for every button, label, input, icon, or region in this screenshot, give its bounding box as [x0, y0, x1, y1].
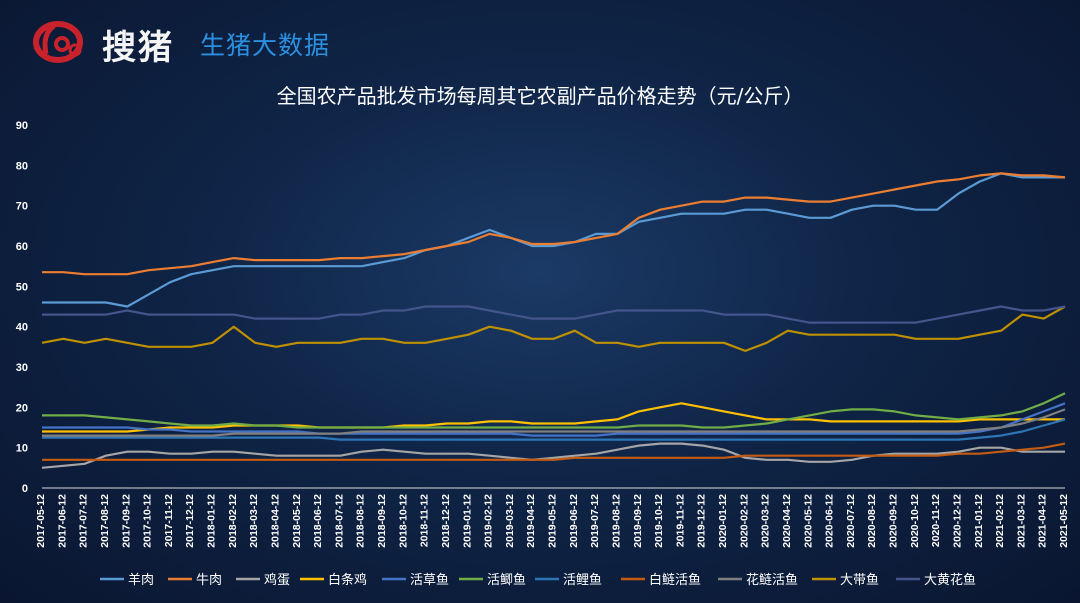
y-tick-label: 30 [16, 362, 28, 374]
x-tick-label: 2019-04-12 [525, 494, 537, 548]
series-layer [41, 172, 1066, 469]
y-tick-label: 70 [16, 201, 28, 213]
x-tick-label: 2021-01-12 [973, 494, 985, 548]
x-tick-label: 2018-01-12 [206, 494, 218, 548]
x-tick-label: 2018-10-12 [397, 494, 409, 548]
chart-title: 全国农产品批发市场每周其它农副产品价格走势（元/公斤） [276, 84, 804, 108]
x-tick-label: 2018-08-12 [355, 494, 367, 548]
y-tick-label: 20 [16, 402, 28, 414]
x-tick-label: 2020-09-12 [888, 494, 900, 548]
x-tick-label: 2019-03-12 [504, 494, 516, 548]
x-tick-label: 2017-07-12 [78, 494, 90, 548]
y-axis: 0 10 20 30 40 50 60 70 80 90 [16, 120, 28, 495]
x-tick-label: 2018-02-12 [227, 494, 239, 548]
legend-label: 花鲢活鱼 [746, 572, 798, 588]
series-line [42, 305, 1066, 324]
x-tick-label: 2017-06-12 [56, 494, 68, 548]
x-tick-label: 2019-08-12 [610, 494, 622, 548]
legend-label: 活草鱼 [410, 572, 449, 588]
series-line [42, 418, 1066, 441]
y-tick-label: 90 [16, 120, 28, 132]
legend: 羊肉 牛肉 鸡蛋 白条鸡 活草鱼 活鲫鱼 活鲤鱼 白鲢活鱼 花鲢活鱼 大带鱼 大黄花鱼 [100, 572, 976, 588]
x-tick-label: 2021-03-12 [1015, 494, 1027, 548]
x-tick-label: 2020-06-12 [824, 494, 836, 548]
y-tick-label: 50 [16, 281, 28, 293]
x-tick-label: 2021-05-12 [1058, 494, 1070, 548]
x-tick-label: 2018-07-12 [333, 494, 345, 548]
series-line [42, 408, 1066, 437]
x-tick-label: 2020-11-12 [930, 494, 942, 547]
x-tick-label: 2020-03-12 [760, 494, 772, 548]
x-tick-label: 2017-10-12 [142, 494, 154, 548]
legend-label: 大黄花鱼 [924, 572, 976, 588]
x-tick-label: 2018-09-12 [376, 494, 388, 548]
x-axis: 2017-05-12 2017-06-12 2017-07-12 2017-08-12… [35, 494, 1070, 548]
series-line [41, 305, 1066, 352]
legend-label: 大带鱼 [840, 572, 879, 588]
x-tick-label: 2018-03-12 [248, 494, 260, 548]
pig-logo-icon [33, 21, 83, 63]
x-tick-label: 2019-06-12 [568, 494, 580, 548]
x-tick-label: 2018-12-12 [440, 494, 452, 548]
brand-subtitle: 生猪大数据 [200, 31, 331, 60]
x-tick-label: 2018-06-12 [312, 494, 324, 548]
series-line [42, 392, 1066, 429]
legend-label: 羊肉 [128, 572, 154, 588]
x-tick-label: 2017-12-12 [184, 494, 196, 548]
x-tick-label: 2020-10-12 [909, 494, 921, 548]
x-tick-label: 2018-05-12 [291, 494, 303, 548]
brand-name: 搜猪 [102, 28, 174, 68]
x-tick-label: 2017-08-12 [99, 494, 111, 548]
x-tick-label: 2018-04-12 [269, 494, 281, 548]
x-tick-label: 2020-05-12 [802, 494, 814, 548]
legend-label: 白鲢活鱼 [649, 572, 701, 588]
series-line [42, 172, 1065, 308]
legend-label: 牛肉 [196, 573, 222, 588]
x-tick-label: 2020-02-12 [738, 494, 750, 548]
x-tick-label: 2020-07-12 [845, 494, 857, 548]
legend-label: 活鲤鱼 [563, 572, 602, 588]
x-tick-label: 2021-02-12 [994, 494, 1006, 548]
series-line [42, 442, 1066, 461]
series-line [42, 402, 1066, 437]
x-tick-label: 2019-05-12 [547, 494, 559, 548]
x-tick-label: 2018-11-12 [419, 494, 431, 547]
x-tick-label: 2017-11-12 [163, 494, 175, 547]
x-tick-label: 2019-11-12 [674, 494, 686, 547]
legend-label: 鸡蛋 [264, 572, 290, 588]
legend-label: 活鲫鱼 [487, 572, 526, 588]
series-line [41, 442, 1065, 469]
series-line [42, 402, 1065, 433]
series-line [42, 172, 1066, 276]
x-tick-label: 2019-01-12 [461, 494, 473, 548]
x-tick-label: 2020-01-12 [717, 494, 729, 548]
x-tick-label: 2019-10-12 [653, 494, 665, 548]
legend-label: 白条鸡 [328, 572, 367, 588]
x-tick-label: 2021-04-12 [1037, 494, 1049, 548]
brand-logo: 搜猪 生猪大数据 [32, 14, 352, 70]
x-tick-label: 2020-12-12 [951, 494, 963, 548]
x-tick-label: 2019-09-12 [632, 494, 644, 548]
x-tick-label: 2017-05-12 [35, 494, 47, 548]
y-tick-label: 80 [16, 160, 28, 172]
x-tick-label: 2017-09-12 [120, 494, 132, 548]
x-tick-label: 2019-12-12 [696, 494, 708, 548]
x-tick-label: 2020-08-12 [866, 494, 878, 548]
y-tick-label: 10 [16, 443, 28, 455]
y-tick-label: 60 [16, 241, 28, 253]
y-tick-label: 40 [16, 322, 28, 334]
x-tick-label: 2020-04-12 [781, 494, 793, 548]
x-tick-label: 2019-02-12 [483, 494, 495, 548]
x-tick-label: 2019-07-12 [589, 494, 601, 548]
y-tick-label: 0 [22, 483, 28, 495]
